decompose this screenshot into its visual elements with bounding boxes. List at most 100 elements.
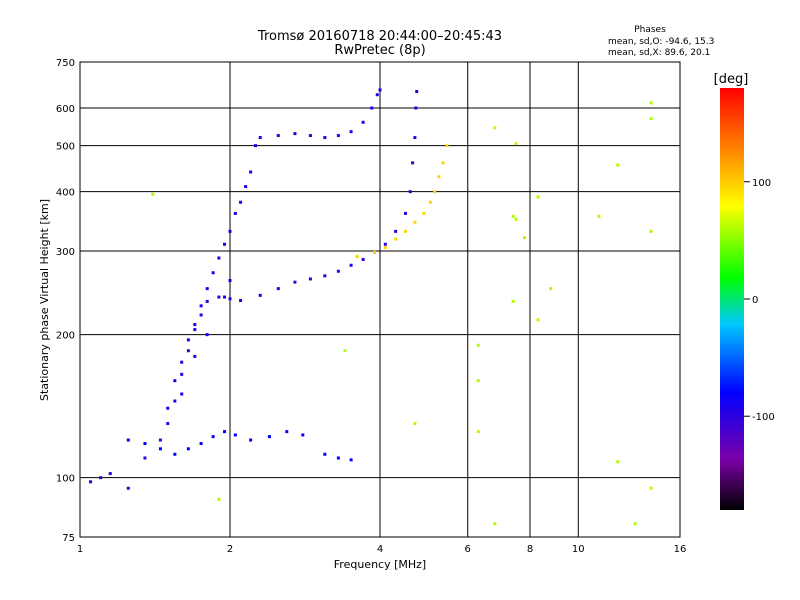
data-point	[361, 257, 365, 261]
data-point	[649, 486, 653, 490]
data-point	[151, 192, 155, 196]
data-point	[336, 269, 340, 273]
data-point	[244, 185, 248, 189]
data-point	[301, 433, 305, 437]
data-point	[293, 132, 297, 136]
data-point	[143, 456, 147, 460]
data-point	[349, 458, 353, 462]
data-point	[536, 195, 540, 199]
data-point	[514, 217, 518, 221]
data-point	[413, 422, 417, 426]
chart-title: Tromsø 20160718 20:44:00–20:45:43	[257, 29, 502, 44]
data-point	[633, 522, 637, 526]
data-point	[99, 476, 103, 480]
data-point	[217, 497, 221, 501]
data-point	[476, 379, 480, 383]
data-point	[649, 101, 653, 105]
data-point	[228, 297, 232, 301]
data-point	[239, 200, 243, 204]
x-tick-label: 6	[465, 544, 471, 555]
data-point	[373, 250, 377, 254]
x-tick-label: 1	[77, 544, 83, 555]
colorbar-label: [deg]	[714, 72, 749, 87]
data-point	[193, 354, 197, 358]
data-point	[166, 422, 170, 426]
data-point	[394, 229, 398, 233]
data-point	[205, 287, 209, 291]
data-point	[199, 304, 203, 308]
data-point	[383, 242, 387, 246]
data-point	[355, 255, 359, 259]
data-point	[180, 372, 184, 376]
data-point	[249, 170, 253, 174]
y-tick-label: 300	[56, 247, 75, 258]
y-axis-ticks: 75 100 200 300 400 500 600 750	[56, 58, 75, 544]
data-point	[276, 287, 280, 291]
y-tick-label: 600	[56, 104, 75, 115]
data-point	[228, 229, 232, 233]
data-point	[199, 442, 203, 446]
data-point	[308, 134, 312, 138]
x-tick-label: 2	[227, 544, 233, 555]
phase-box-title: Phases	[634, 25, 666, 35]
data-point	[649, 229, 653, 233]
data-point	[361, 120, 365, 124]
data-point	[323, 136, 327, 140]
x-tick-label: 16	[674, 544, 687, 555]
colorbar-tick-label: -100	[752, 412, 775, 423]
data-point	[258, 136, 262, 140]
data-point	[173, 399, 177, 403]
data-point	[166, 406, 170, 410]
data-point	[126, 486, 130, 490]
data-point	[514, 142, 518, 146]
data-point	[343, 349, 347, 353]
data-point	[276, 134, 280, 138]
data-point	[336, 456, 340, 460]
data-point	[413, 136, 417, 140]
data-point	[383, 246, 387, 250]
data-point	[223, 430, 227, 434]
y-tick-label: 750	[56, 58, 75, 69]
data-point	[511, 299, 515, 303]
data-point	[211, 435, 215, 439]
data-point	[649, 117, 653, 121]
data-point	[597, 214, 601, 218]
data-point	[211, 271, 215, 275]
data-point	[616, 163, 620, 167]
y-tick-label: 200	[56, 331, 75, 342]
data-point	[173, 452, 177, 456]
data-point	[414, 106, 418, 110]
colorbar-gradient	[720, 88, 744, 510]
colorbar-tick-label: 100	[752, 178, 771, 189]
data-point	[349, 263, 353, 267]
data-point	[413, 220, 417, 224]
data-point	[223, 295, 227, 299]
data-point	[143, 442, 147, 446]
data-point	[193, 323, 197, 327]
data-point	[433, 190, 437, 194]
data-point	[476, 430, 480, 434]
data-point	[205, 299, 209, 303]
data-points	[89, 88, 653, 526]
data-point	[258, 293, 262, 297]
y-tick-label: 500	[56, 142, 75, 153]
data-point	[223, 242, 227, 246]
data-point	[267, 435, 271, 439]
data-point	[394, 237, 398, 241]
data-point	[441, 161, 445, 165]
y-tick-label: 400	[56, 188, 75, 199]
data-point	[415, 90, 419, 94]
data-point	[408, 190, 412, 194]
data-point	[253, 144, 257, 148]
data-point	[158, 438, 162, 442]
data-point	[403, 211, 407, 215]
data-point	[523, 236, 527, 240]
data-point	[228, 279, 232, 283]
grid-lines	[80, 62, 680, 537]
data-point	[323, 274, 327, 278]
data-point	[193, 328, 197, 332]
data-point	[217, 256, 221, 260]
data-point	[511, 214, 515, 218]
data-point	[336, 134, 340, 138]
